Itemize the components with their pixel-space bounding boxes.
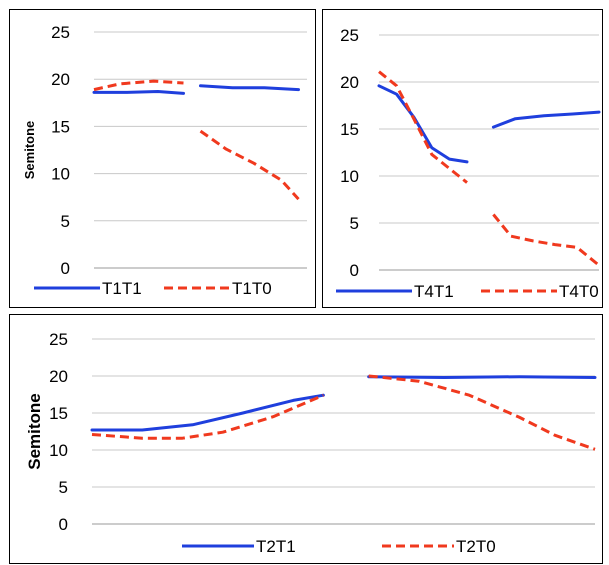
y-tick-label: 25 [340,26,359,45]
y-tick-label: 10 [51,165,70,184]
y-tick-label: 5 [59,478,68,497]
chart-panel-t4: 0 5 10 15 20 25 T4T1 T4T0 [322,9,603,308]
series-line-t1t0-seg1 [199,129,300,201]
chart-svg-t1: 0 5 10 15 20 25 Semitone T1T1 T1T0 [22,23,307,298]
y-tick-label: 0 [350,261,359,280]
legend-label-t1t1: T1T1 [102,279,142,298]
legend-label-t2t0: T2T0 [456,537,496,556]
legend-label-t2t1: T2T1 [256,537,296,556]
series-line-t1t1-seg1 [199,84,300,92]
y-axis-label: Semitone [25,393,44,470]
series-line-t4t1-seg1 [491,110,601,129]
y-tick-label: 20 [49,367,68,386]
y-tick-label: 0 [59,515,68,534]
chart-panel-t1: 0 5 10 15 20 25 Semitone T1T1 T1T0 [9,9,316,308]
y-axis-label: Semitone [22,121,37,180]
chart-svg-t4: 0 5 10 15 20 25 T4T1 T4T0 [336,26,601,301]
y-tick-label: 25 [49,330,68,349]
y-tick-label: 10 [49,441,68,460]
y-tick-label: 5 [61,212,70,231]
y-tick-label: 20 [340,73,359,92]
chart-panel-t2: 0 5 10 15 20 25 Semitone T2T1 T2T0 [9,314,603,564]
y-tick-label: 10 [340,167,359,186]
series-line-t2t0-seg0 [91,393,324,440]
y-tick-label: 5 [350,214,359,233]
series-line-t1t1-seg0 [92,90,185,95]
y-tick-label: 15 [49,404,68,423]
series-line-t2t1-seg0 [90,393,325,432]
series-line-t4t0-seg0 [378,70,468,184]
series-line-t4t1-seg0 [377,84,469,164]
y-tick-label: 20 [51,70,70,89]
chart-svg-t2: 0 5 10 15 20 25 Semitone T2T1 T2T0 [25,330,597,556]
legend-label-t4t1: T4T1 [414,282,454,301]
y-tick-label: 0 [61,259,70,278]
series-line-t1t0-seg0 [93,79,184,92]
series-line-t2t0-seg1 [368,374,596,451]
legend-label-t1t0: T1T0 [232,279,272,298]
series-line-t4t0-seg1 [492,213,600,267]
y-tick-label: 15 [51,117,70,136]
y-tick-label: 15 [340,120,359,139]
legend-label-t4t0: T4T0 [559,282,599,301]
y-tick-label: 25 [51,23,70,42]
series-line-t2t1-seg1 [367,375,597,379]
